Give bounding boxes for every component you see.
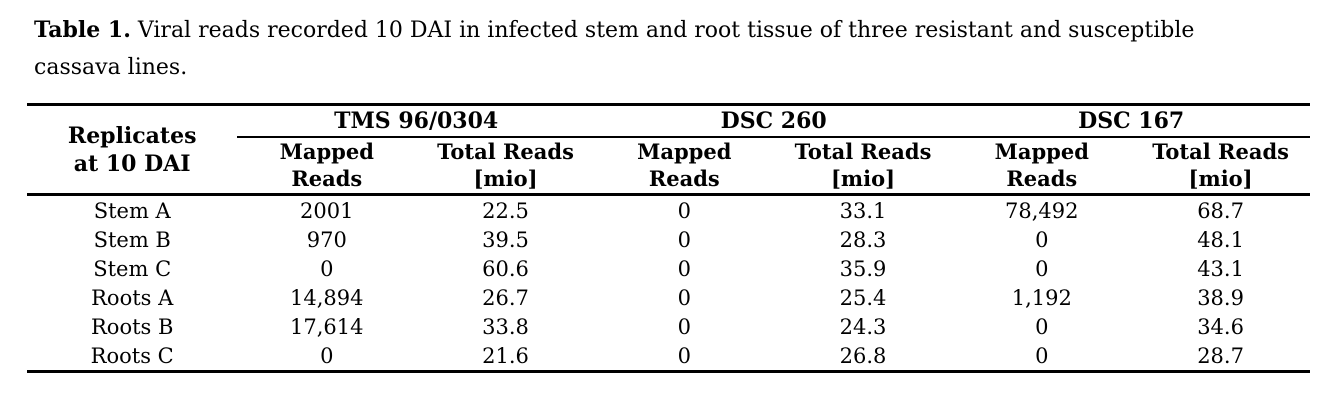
subheader-total-reads-dsc167-unit: [mio] [1188, 166, 1253, 192]
value-cell: 970 [306, 227, 347, 252]
value-cell: 26.8 [773, 341, 953, 373]
value-cell: 43.1 [1197, 256, 1244, 281]
subheader-mapped-reads-dsc260: Mapped Reads [594, 136, 774, 196]
subheader-total-reads-tms: Total Reads [mio] [416, 136, 595, 196]
value-cell: 34.6 [1197, 314, 1244, 339]
value-cell: 33.1 [839, 198, 887, 223]
caption-label: Table 1. [34, 17, 131, 43]
value-cell: 26.7 [482, 285, 529, 310]
group-header-row: Replicates at 10 DAI TMS 96/0304 DSC 260… [27, 104, 1310, 196]
replicate-cell: Stem C [93, 256, 172, 281]
replicate-cell: Roots A [91, 285, 174, 310]
subheader-total-reads-dsc260: Total Reads [mio] [773, 136, 953, 196]
subheader-mapped-reads-tms: Mapped Reads [237, 136, 417, 196]
value-cell: 0 [1035, 227, 1049, 252]
value-cell: 0 [952, 341, 1132, 373]
value-cell: 35.9 [839, 256, 887, 281]
value-cell: 48.1 [1197, 227, 1244, 252]
value-cell: 21.6 [416, 341, 595, 373]
table-header: Replicates at 10 DAI TMS 96/0304 DSC 260… [27, 104, 1310, 196]
caption-text: Viral reads recorded 10 DAI in infected … [34, 18, 1195, 80]
table-caption: Table 1. Viral reads recorded 10 DAI in … [34, 12, 1286, 86]
value-cell: 28.3 [839, 227, 887, 252]
value-cell: 0 [677, 285, 691, 310]
subheader-mapped-reads-dsc167: Mapped Reads [952, 136, 1132, 196]
value-cell: 2001 [300, 198, 354, 223]
data-table: Replicates at 10 DAI TMS 96/0304 DSC 260… [27, 103, 1310, 373]
value-cell: 22.5 [482, 198, 529, 223]
subheader-total-reads-dsc167: Total Reads [mio] [1131, 136, 1310, 196]
value-cell: 14,894 [290, 285, 364, 310]
value-cell: 0 [594, 341, 774, 373]
value-cell: 28.7 [1131, 341, 1310, 373]
table-row-roots-a: Roots A 14,894 26.7 0 25.4 1,192 38.9 [27, 283, 1310, 312]
replicate-cell: Roots C [27, 341, 238, 373]
table-row-stem-c: Stem C 0 60.6 0 35.9 0 43.1 [27, 254, 1310, 283]
replicate-cell: Stem A [93, 198, 171, 223]
value-cell: 0 [677, 314, 691, 339]
stub-header-line1: Replicates [67, 122, 197, 149]
subheader-total-reads-dsc260-unit: [mio] [830, 166, 896, 192]
stub-header: Replicates at 10 DAI [27, 104, 238, 196]
replicate-cell: Roots B [90, 314, 174, 339]
subheader-total-reads-dsc260-label: Total Reads [794, 139, 932, 165]
value-cell: 0 [1035, 314, 1049, 339]
group-header-dsc-260: DSC 260 [594, 104, 953, 138]
value-cell: 0 [677, 227, 691, 252]
value-cell: 38.9 [1197, 285, 1244, 310]
table-row-roots-c: Roots C 0 21.6 0 26.8 0 28.7 [27, 341, 1310, 373]
value-cell: 0 [677, 198, 691, 223]
subheader-total-reads-tms-label: Total Reads [437, 139, 574, 165]
value-cell: 0 [677, 256, 691, 281]
value-cell: 0 [1035, 256, 1049, 281]
value-cell: 78,492 [1005, 198, 1079, 223]
value-cell: 0 [237, 341, 417, 373]
group-header-tms-96-0304: TMS 96/0304 [237, 104, 595, 138]
table-row-stem-a: Stem A 2001 22.5 0 33.1 78,492 68.7 [27, 195, 1310, 226]
value-cell: 17,614 [290, 314, 364, 339]
value-cell: 1,192 [1011, 285, 1072, 310]
table-row-roots-b: Roots B 17,614 33.8 0 24.3 0 34.6 [27, 312, 1310, 341]
value-cell: 24.3 [839, 314, 887, 339]
subheader-row: Mapped Reads Total Reads [mio] Mapped Re… [27, 136, 1310, 196]
value-cell: 68.7 [1197, 198, 1244, 223]
value-cell: 60.6 [482, 256, 529, 281]
value-cell: 0 [320, 256, 334, 281]
value-cell: 33.8 [482, 314, 529, 339]
value-cell: 25.4 [839, 285, 887, 310]
group-header-dsc-167: DSC 167 [952, 104, 1310, 138]
subheader-total-reads-tms-unit: [mio] [473, 166, 538, 192]
replicate-cell: Stem B [93, 227, 171, 252]
table-row-stem-b: Stem B 970 39.5 0 28.3 0 48.1 [27, 225, 1310, 254]
value-cell: 39.5 [482, 227, 529, 252]
table-container: Replicates at 10 DAI TMS 96/0304 DSC 260… [27, 103, 1310, 373]
table-body: Stem A 2001 22.5 0 33.1 78,492 68.7 Stem… [27, 195, 1310, 373]
stub-header-line2: at 10 DAI [73, 150, 191, 177]
subheader-total-reads-dsc167-label: Total Reads [1152, 139, 1289, 165]
